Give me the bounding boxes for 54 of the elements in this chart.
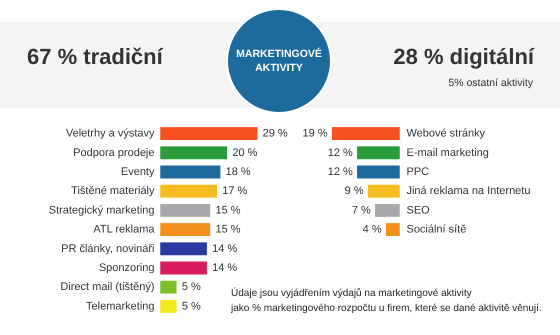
bar [160,222,211,237]
y-tick-label: ATL reklama [93,224,156,236]
y-tick-label: PPC [406,166,430,178]
data-label: 9 % [344,185,364,198]
bar [331,126,400,141]
bar [160,126,258,141]
data-label: 18 % [226,166,251,178]
y-tick-label: Telemarketing [86,300,154,312]
y-tick-label: Sociální sítě [406,224,466,236]
data-label: 17 % [222,185,248,198]
text: 28 % digitální [393,44,534,70]
bar [160,203,211,218]
data-label: 12 % [328,166,354,178]
y-tick-label: PR články, novináři [61,242,154,255]
y-tick-label: Jiná reklama na Internetu [406,185,530,198]
y-tick-label: Strategický marketing [48,204,154,216]
annotation: jako % marketingového rozpočtu u firem, které se dané aktivitě věnují. [231,303,542,314]
bar [160,184,218,198]
y-tick-label: Podpora prodeje [73,146,154,159]
data-label: 19 % [302,128,328,140]
data-label: 12 % [328,146,354,159]
bar [367,184,400,198]
bar [374,203,400,218]
y-tick-label: E-mail marketing [406,146,489,159]
data-label: 29 % [262,128,288,140]
data-label: 5 % [182,300,202,312]
y-tick-label: Eventy [120,166,155,178]
data-label: 7 % [352,204,372,216]
chart-title: 67 % tradiční [27,44,163,70]
data-label: 15 % [216,204,241,216]
bar [160,261,208,275]
data-label: 14 % [212,242,238,255]
bar [160,146,228,160]
bar [160,299,178,314]
data-label: 14 % [212,262,238,274]
bar [160,242,208,256]
data-label: 15 % [216,224,241,236]
data-label: 4 % [362,224,382,236]
data-label: 5 % [182,281,202,294]
y-tick-label: Webové stránky [406,128,486,140]
y-tick-label: Sponzoring [98,262,154,274]
y-tick-label: Veletrhy a výstavy [66,128,155,140]
annotation: Údaje jsou vyjádřením výdajů na marketingové aktivity [231,288,472,299]
bar [160,280,178,294]
y-tick-label: SEO [406,204,430,216]
bar [160,165,221,179]
bar [356,165,400,179]
data-label: 20 % [232,146,258,159]
circle-badge: MARKETINGOVÉ AKTIVITY [226,8,332,114]
y-tick-label: Tištěné materiály [71,185,155,198]
text: 5% ostatní aktivity [448,77,533,89]
bar [356,146,400,160]
y-tick-label: Direct mail (tištěný) [60,281,154,294]
bar [385,222,400,237]
